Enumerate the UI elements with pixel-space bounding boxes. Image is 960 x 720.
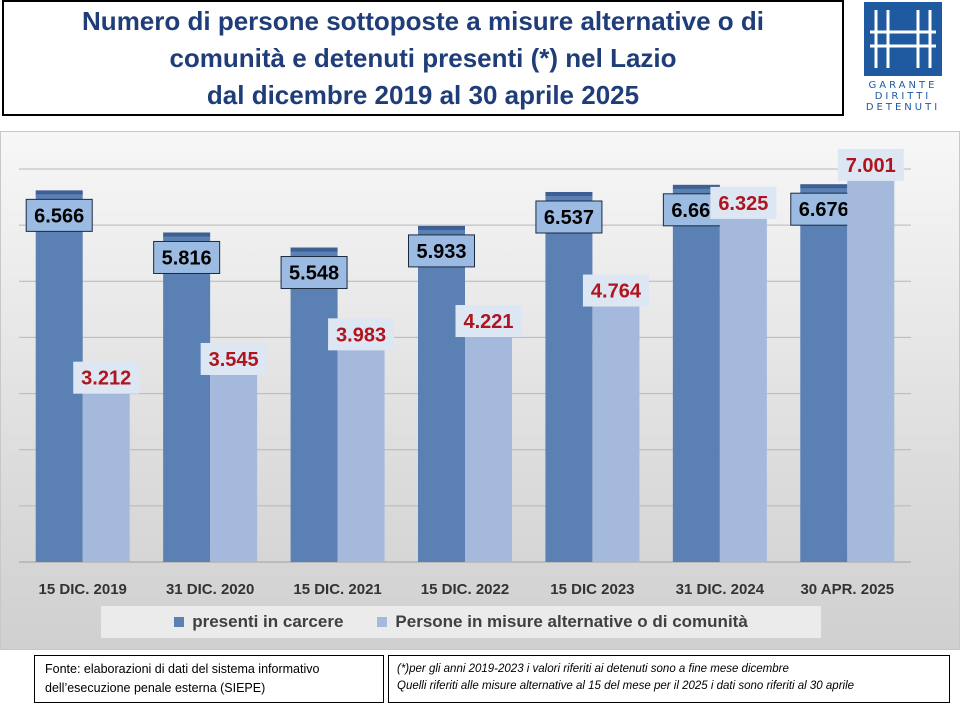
data-label: 4.764 bbox=[591, 281, 642, 303]
data-label-box bbox=[328, 318, 395, 351]
category-label: 31 DIC. 2024 bbox=[676, 581, 765, 598]
data-label-box bbox=[280, 256, 348, 290]
legend-item-presenti: presenti in carcere bbox=[174, 612, 343, 632]
data-label: 5.548 bbox=[289, 263, 339, 285]
title-box: Numero di persone sottoposte a misure al… bbox=[2, 0, 844, 116]
source-note-line-2: dell’esecuzione penale esterna (SIEPE) bbox=[45, 681, 266, 695]
data-label-box bbox=[73, 361, 140, 394]
category-label: 15 DIC. 2021 bbox=[293, 581, 381, 598]
category-label: 31 DIC. 2020 bbox=[166, 581, 254, 598]
legend-swatch-light bbox=[377, 617, 388, 627]
data-label: 7.001 bbox=[846, 155, 896, 177]
data-label-box bbox=[25, 198, 93, 232]
bar bbox=[290, 250, 338, 562]
garante-logo: GARANTE DIRITTI DETENUTI bbox=[862, 2, 944, 113]
data-label-box bbox=[408, 234, 475, 268]
legend-label-misure: Persone in misure alternative o di comun… bbox=[395, 612, 748, 631]
legend-swatch-dark bbox=[174, 617, 185, 627]
bar bbox=[800, 187, 848, 562]
chart-title-line-3: dal dicembre 2019 al 30 aprile 2025 bbox=[206, 79, 640, 110]
data-label: 4.221 bbox=[463, 311, 513, 333]
data-label: 6.537 bbox=[544, 207, 594, 229]
legend-item-misure: Persone in misure alternative o di comun… bbox=[377, 612, 748, 632]
bar-cap bbox=[163, 232, 211, 237]
data-label: 5.816 bbox=[162, 247, 212, 269]
bar-cap bbox=[418, 225, 465, 230]
logo-text-1: GARANTE bbox=[868, 80, 938, 91]
bar bbox=[592, 294, 640, 562]
bar-cap bbox=[545, 191, 593, 196]
bar-cap bbox=[800, 184, 848, 189]
chart-panel: 6.566 3.212 15 DIC. 2019 5.816 3.545 31 DIC. … bbox=[0, 131, 960, 650]
bar bbox=[82, 381, 130, 562]
data-label: 6.665 bbox=[671, 200, 721, 222]
category-label: 15 DIC. 2022 bbox=[421, 581, 509, 598]
bar-chart: 6.566 3.212 15 DIC. 2019 5.816 3.545 31 DIC. … bbox=[19, 148, 911, 598]
data-label-box bbox=[153, 240, 221, 274]
footnote-line-1: (*)per gli anni 2019-2023 i valori rifer… bbox=[397, 663, 789, 675]
category-label: 15 DIC. 2019 bbox=[39, 581, 127, 598]
legend-label-presenti: presenti in carcere bbox=[192, 612, 344, 631]
logo-text-3: DETENUTI bbox=[865, 102, 941, 113]
data-label: 6.676 bbox=[799, 199, 849, 221]
data-label: 3.545 bbox=[209, 349, 259, 371]
logo-mark-icon bbox=[864, 2, 942, 76]
chart-title-line-2: comunità e detenuti presenti (*) nel Laz… bbox=[169, 42, 677, 73]
bar bbox=[719, 206, 767, 562]
data-label-box bbox=[455, 305, 522, 338]
data-label-box bbox=[535, 200, 603, 234]
data-label: 5.933 bbox=[416, 241, 466, 263]
data-label: 3.212 bbox=[81, 368, 131, 390]
data-label: 6.566 bbox=[34, 205, 84, 227]
data-label-box bbox=[790, 192, 858, 226]
category-label: 15 DIC 2023 bbox=[550, 581, 634, 598]
footnote-line-2: Quelli riferiti alle misure alternative … bbox=[397, 680, 855, 692]
bar bbox=[337, 338, 385, 562]
source-note-line-1: Fonte: elaborazioni di dati del sistema … bbox=[45, 662, 320, 676]
chart-title-line-1: Numero di persone sottoposte a misure al… bbox=[82, 5, 764, 36]
bar bbox=[418, 228, 465, 562]
bar bbox=[672, 187, 720, 562]
data-label: 3.983 bbox=[336, 324, 386, 346]
data-label: 6.325 bbox=[718, 193, 768, 215]
bar-cap bbox=[290, 247, 338, 252]
bar bbox=[210, 362, 258, 562]
bar-cap bbox=[672, 184, 720, 189]
footnote: (*)per gli anni 2019-2023 i valori rifer… bbox=[388, 655, 950, 703]
source-note: Fonte: elaborazioni di dati del sistema … bbox=[34, 655, 384, 703]
bar-cap bbox=[35, 190, 83, 195]
data-label-box bbox=[837, 148, 904, 181]
category-label: 30 APR. 2025 bbox=[800, 581, 894, 598]
bar bbox=[847, 168, 895, 562]
bar bbox=[465, 325, 512, 562]
data-label-box bbox=[582, 274, 649, 307]
chart-legend: presenti in carcere Persone in misure al… bbox=[101, 606, 821, 638]
data-label-box bbox=[710, 186, 777, 219]
data-label-box bbox=[200, 342, 267, 375]
bar bbox=[545, 194, 593, 562]
logo-text-2: DIRITTI bbox=[874, 91, 932, 102]
bar bbox=[163, 235, 211, 562]
